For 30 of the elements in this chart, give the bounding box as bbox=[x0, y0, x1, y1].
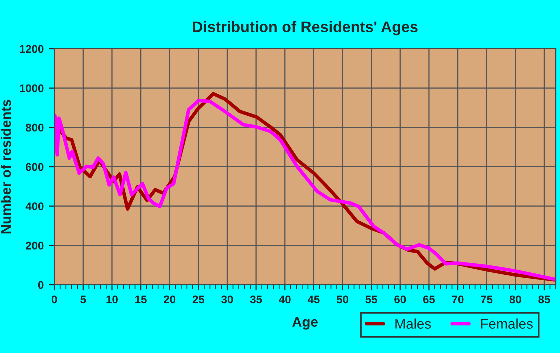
x-tick-label: 35 bbox=[250, 296, 262, 304]
x-tick-label: 15 bbox=[136, 296, 147, 304]
y-tick-label: 0 bbox=[38, 281, 44, 290]
x-tick-label: 10 bbox=[106, 296, 118, 304]
y-tick-label: 400 bbox=[26, 202, 44, 210]
x-tick-label: 30 bbox=[222, 296, 234, 304]
y-tick-label: 600 bbox=[26, 163, 44, 172]
x-tick-label: 45 bbox=[308, 296, 320, 304]
x-tick-label: 25 bbox=[192, 296, 205, 304]
y-tick-label: 800 bbox=[26, 124, 44, 132]
y-axis-title: Number of residents bbox=[0, 100, 12, 234]
x-tick-label: 75 bbox=[481, 296, 493, 304]
y-tick-label: 1200 bbox=[20, 45, 44, 54]
x-axis-title: Age bbox=[292, 317, 318, 330]
x-tick-label: 0 bbox=[52, 296, 58, 304]
y-tick-label: 200 bbox=[26, 242, 44, 250]
x-tick-label: 80 bbox=[510, 296, 522, 304]
x-tick-label: 60 bbox=[394, 296, 406, 304]
x-tick-label: 40 bbox=[279, 296, 291, 304]
x-tick-label: 70 bbox=[452, 296, 464, 304]
legend-label: Males bbox=[396, 318, 432, 329]
x-tick-label: 65 bbox=[423, 296, 436, 304]
x-tick-label: 55 bbox=[366, 296, 378, 304]
x-tick-label: 20 bbox=[164, 296, 176, 304]
chart-title: Distribution of Residents' Ages bbox=[193, 21, 418, 36]
y-tick-label: 1000 bbox=[20, 84, 44, 92]
x-tick-label: 85 bbox=[538, 296, 550, 304]
x-tick-label: 5 bbox=[80, 296, 86, 304]
legend-label: Females bbox=[481, 318, 533, 329]
x-tick-label: 50 bbox=[336, 296, 348, 304]
